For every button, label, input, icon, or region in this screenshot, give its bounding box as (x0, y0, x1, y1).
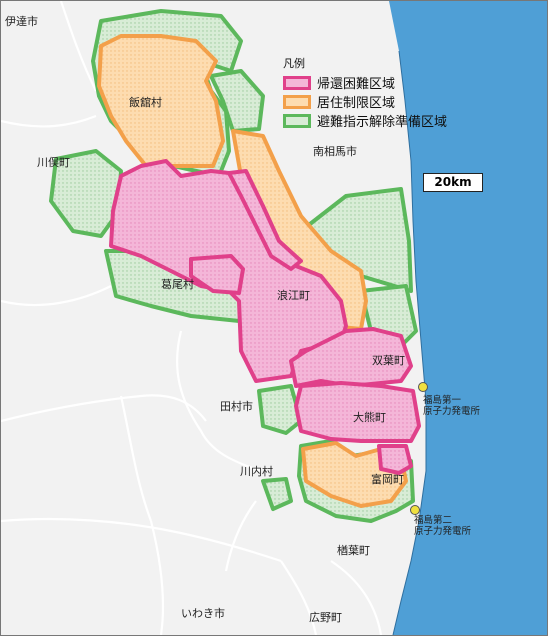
zone-green-west (49, 149, 123, 238)
zone-green-northeast (209, 69, 265, 133)
place-label-plant1: 福島第一 原子力発電所 (423, 395, 481, 417)
legend-label: 帰還困難区域 (317, 77, 396, 92)
legend-item-restricted-residence: 居住制限区域 (283, 92, 447, 111)
place-label-tomioka: 富岡町 (371, 473, 404, 486)
legend: 凡例 帰還困難区域 居住制限区域 避難指示解除準備区域 (283, 55, 447, 130)
place-label-futaba: 双葉町 (372, 354, 405, 367)
legend-swatch-pink (283, 75, 311, 90)
zone-pink-tomioka (377, 444, 413, 475)
place-label-minamisoma: 南相馬市 (313, 145, 357, 158)
zone-pink-okuma (294, 381, 421, 443)
legend-label: 居住制限区域 (317, 96, 396, 111)
place-label-katsurao: 葛尾村 (161, 278, 194, 291)
zone-orange-iitate (97, 34, 225, 168)
municipal-boundaries (1, 1, 383, 635)
nuclear-plant-1-marker[interactable] (418, 382, 428, 392)
place-label-kawauchi: 川内村 (240, 465, 273, 478)
zone-green-tamura (257, 384, 303, 435)
legend-item-difficult-return: 帰還困難区域 (283, 73, 447, 92)
place-label-okuma: 大熊町 (353, 411, 386, 424)
place-label-kawamata: 川俣町 (37, 156, 70, 169)
legend-swatch-green (283, 113, 311, 128)
zone-pink-namie-strip (227, 169, 303, 271)
place-label-namie: 浪江町 (277, 289, 310, 302)
place-label-tamura: 田村市 (220, 400, 253, 413)
zone-green-kawauchi (261, 477, 293, 511)
place-label-naraha: 楢葉町 (337, 544, 370, 557)
legend-title: 凡例 (283, 57, 305, 70)
sea (389, 1, 547, 635)
place-label-plant2: 福島第二 原子力発電所 (414, 515, 472, 537)
coastline (392, 50, 427, 635)
zone-pink-group (109, 159, 421, 475)
legend-item-preparation-zone: 避難指示解除準備区域 (283, 111, 447, 130)
nuclear-plant-2-marker[interactable] (410, 505, 420, 515)
legend-label: 避難指示解除準備区域 (317, 115, 448, 130)
zone-pink-katsurao-inner (189, 254, 245, 295)
place-label-iitate: 飯舘村 (129, 96, 162, 109)
legend-swatch-orange (283, 94, 311, 109)
place-label-date: 伊達市 (5, 15, 38, 28)
scale-bar: 20km (423, 173, 483, 192)
place-label-iwaki: いわき市 (181, 607, 225, 620)
place-label-hirono: 広野町 (309, 611, 342, 624)
